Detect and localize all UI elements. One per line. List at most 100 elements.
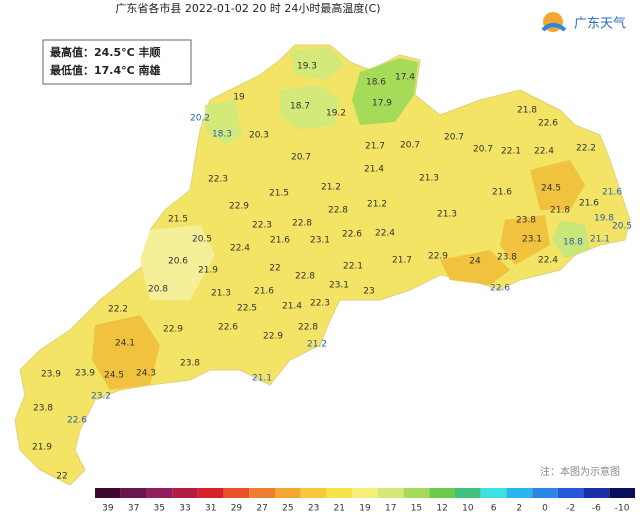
station-value: 21.6 xyxy=(602,188,622,198)
station-value: 20.5 xyxy=(192,235,212,245)
station-value: 18.7 xyxy=(290,102,310,112)
station-value: 23.1 xyxy=(329,281,349,291)
legend-label: 0 xyxy=(542,504,548,514)
station-value: 21.1 xyxy=(590,235,610,245)
legend-swatch xyxy=(172,488,198,498)
info-min: 最低值：17.4°C 南雄 xyxy=(50,63,161,77)
station-value: 24.3 xyxy=(136,369,156,379)
legend-label: 17 xyxy=(385,504,396,514)
station-value: 21.6 xyxy=(579,199,599,209)
region-warm xyxy=(440,250,510,285)
region-cool xyxy=(352,58,418,125)
legend-label: 29 xyxy=(231,504,243,514)
legend-swatch xyxy=(197,488,224,498)
station-value: 19.8 xyxy=(594,214,614,224)
legend-swatch xyxy=(429,488,455,498)
region-warm xyxy=(92,315,160,390)
legend-label: 10 xyxy=(462,504,474,514)
legend-swatch xyxy=(583,488,610,498)
region-mild xyxy=(280,85,340,130)
station-value: 17.9 xyxy=(372,99,392,109)
region-warm xyxy=(500,215,550,265)
legend-label: -10 xyxy=(615,504,630,514)
region-mild xyxy=(552,220,590,258)
station-value: 20.6 xyxy=(168,257,188,267)
station-value: 24.1 xyxy=(115,339,135,349)
station-value: 21.9 xyxy=(32,443,52,453)
legend-swatch xyxy=(300,488,327,498)
station-value: 24.5 xyxy=(541,184,561,194)
station-value: 20.2 xyxy=(190,114,210,124)
region-mild xyxy=(205,100,242,145)
legend-label: 2 xyxy=(516,504,522,514)
station-value: 23.8 xyxy=(33,404,53,414)
station-value: 23.9 xyxy=(41,370,61,380)
station-value: 21.1 xyxy=(252,374,272,384)
station-value: 21.3 xyxy=(419,174,439,184)
station-value: 21.4 xyxy=(282,302,302,312)
station-value: 20.7 xyxy=(444,133,464,143)
legend-swatch xyxy=(275,488,301,498)
station-value: 18.8 xyxy=(563,238,583,248)
station-value: 22 xyxy=(269,264,280,274)
region-cool-west xyxy=(140,225,215,300)
legend-label: 37 xyxy=(128,504,139,514)
station-value: 22.6 xyxy=(67,416,87,426)
station-value: 17.4 xyxy=(395,73,415,83)
legend-swatch xyxy=(249,488,275,498)
station-value: 22.9 xyxy=(428,252,448,262)
station-value: 22.9 xyxy=(229,202,249,212)
region-mild xyxy=(290,48,345,80)
station-value: 20.5 xyxy=(612,222,632,232)
title: 广东省各市县 2022-01-02 20 时 24小时最高温度(C) xyxy=(115,1,380,15)
legend-swatch xyxy=(377,488,404,498)
station-value: 22.4 xyxy=(534,147,554,157)
legend-label: 15 xyxy=(411,504,422,514)
legend-swatch xyxy=(557,488,584,498)
info-box xyxy=(42,39,192,85)
legend-label: 25 xyxy=(282,504,293,514)
station-value: 20.7 xyxy=(291,153,311,163)
info-max: 最高值：24.5°C 丰顺 xyxy=(50,45,161,59)
station-value: 19.2 xyxy=(326,109,346,119)
station-value: 22.2 xyxy=(108,305,128,315)
station-value: 23.9 xyxy=(75,369,95,379)
station-value: 22.4 xyxy=(375,229,395,239)
station-value: 23.8 xyxy=(497,253,517,263)
legend-label: 33 xyxy=(179,504,190,514)
station-value: 21.3 xyxy=(211,289,231,299)
legend-label: 31 xyxy=(205,504,216,514)
station-value: 21.7 xyxy=(392,256,412,266)
station-value: 23.2 xyxy=(91,392,111,402)
station-value: 19 xyxy=(233,93,245,103)
legend-swatch xyxy=(506,488,533,498)
legend-swatch xyxy=(403,488,430,498)
logo-text: 广东天气 xyxy=(574,16,626,32)
legend-swatch xyxy=(95,488,121,498)
legend-label: 27 xyxy=(256,504,267,514)
station-value: 22.8 xyxy=(295,272,315,282)
station-value: 20.8 xyxy=(148,285,168,295)
station-value: 22.1 xyxy=(343,262,363,272)
station-value: 22.8 xyxy=(292,219,312,229)
station-value: 21.5 xyxy=(269,189,289,199)
note: 注：本图为示意图 xyxy=(540,465,620,478)
station-value: 22.5 xyxy=(237,304,257,314)
station-value: 21.5 xyxy=(168,215,188,225)
legend-label: -6 xyxy=(592,504,601,514)
station-value: 22.6 xyxy=(538,119,558,129)
station-value: 21.2 xyxy=(367,200,387,210)
legend-swatch xyxy=(532,488,558,498)
station-value: 20.7 xyxy=(400,141,420,151)
station-value: 22.6 xyxy=(342,230,362,240)
station-value: 21.6 xyxy=(254,287,274,297)
station-value: 22.6 xyxy=(218,323,238,333)
station-value: 18.3 xyxy=(212,130,232,140)
station-value: 20.7 xyxy=(473,145,493,155)
station-value: 21.2 xyxy=(307,340,327,350)
legend-label: 35 xyxy=(154,504,165,514)
legend-label: 19 xyxy=(359,504,371,514)
legend-swatch xyxy=(146,488,173,498)
station-value: 24 xyxy=(469,257,481,267)
